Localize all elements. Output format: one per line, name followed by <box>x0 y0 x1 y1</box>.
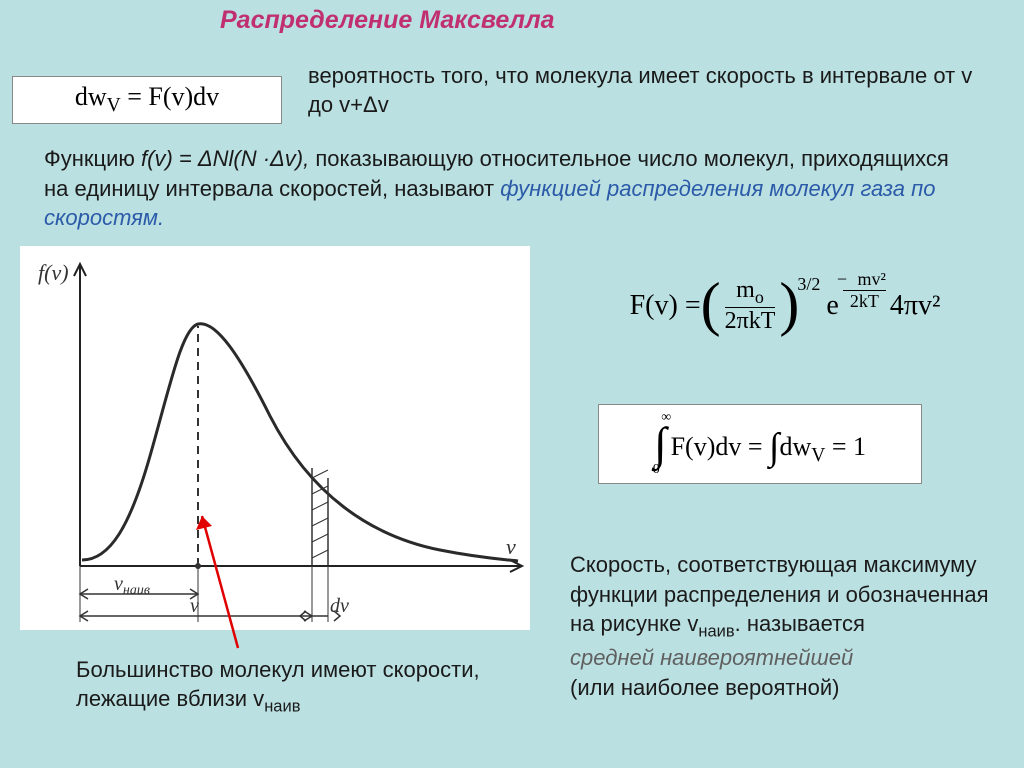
cs-b: . называется <box>735 611 865 636</box>
svg-text:dv: dv <box>330 595 349 617</box>
formula-fv: F(v) = ( mo 2πkT ) 3/2 e − mv² 2kT 4πv² <box>568 266 1002 346</box>
fv-exp-num: − mv² <box>843 269 886 290</box>
int-up: ∞ <box>661 410 671 426</box>
caption-speed: Скорость, соответствующая максимуму функ… <box>570 550 1000 702</box>
int-body: F(v)dv = ∫dwV = 1 <box>667 421 866 467</box>
para2-a: Функцию <box>44 146 141 171</box>
intro-text: вероятность того, что молекула имеет ско… <box>308 62 988 119</box>
page-title: Распределение Максвелла <box>220 6 555 35</box>
formula-integral: ∞ ∫ 0 F(v)dv = ∫dwV = 1 <box>598 404 922 484</box>
caption-majority: Большинство молекул имеют скорости, лежа… <box>76 656 506 717</box>
svg-text:vнаив: vнаив <box>114 573 150 598</box>
cs-sub: наив <box>698 623 734 641</box>
fv-tail: 4πv² <box>890 290 941 322</box>
definition-paragraph: Функцию f(v) = ΔNl(N ·Δv), показывающую … <box>44 144 974 233</box>
fv-exp-den: 2kT <box>843 290 886 312</box>
int-sym: ∫ <box>654 426 667 463</box>
fv-den: 2πkT <box>725 307 776 335</box>
formula-dw-text: dwV = F(v)dv <box>75 82 219 117</box>
fv-num: mo <box>736 277 764 308</box>
fv-lhs: F(v) = <box>630 290 701 322</box>
cs-c: средней наивероятнейшей <box>570 645 853 670</box>
cs-d: (или наиболее вероятной) <box>570 675 839 700</box>
caption-majority-sub: наив <box>264 697 300 715</box>
svg-text:v: v <box>506 534 516 559</box>
distribution-graph: f(v) v vнаив v <box>20 246 530 630</box>
svg-text:f(v): f(v) <box>38 260 69 285</box>
para2-fn: f(v) = ΔNl(N ·Δv), <box>141 146 309 171</box>
fv-pow: 3/2 <box>797 274 820 295</box>
fv-e: e <box>822 290 838 322</box>
int-lo: 0 <box>653 462 660 478</box>
formula-dw: dwV = F(v)dv <box>12 76 282 124</box>
svg-text:v: v <box>190 595 199 617</box>
